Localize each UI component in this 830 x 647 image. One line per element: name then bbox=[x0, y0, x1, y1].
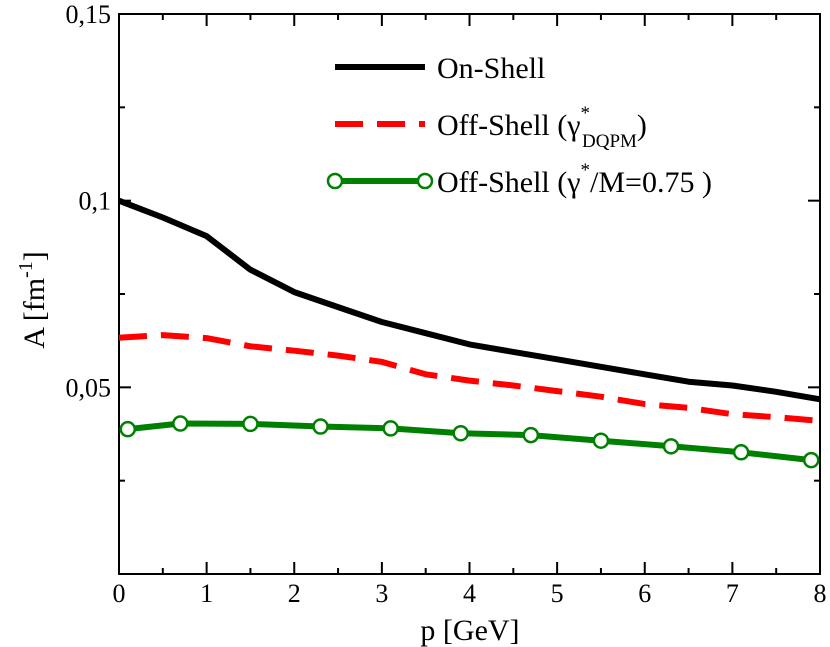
legend-marker-fixed-right bbox=[416, 172, 434, 190]
y-axis-title-main: A [fm bbox=[18, 278, 51, 349]
legend-dqpm-prefix: Off-Shell (γ bbox=[437, 109, 581, 142]
y-tick-label: 0,15 bbox=[66, 0, 112, 29]
legend-marker-fixed-left bbox=[326, 172, 344, 190]
series-off-shell-dqpm-line bbox=[118, 332, 821, 424]
x-tick-label: 2 bbox=[288, 579, 301, 608]
series-off-shell-fixed-point bbox=[119, 420, 137, 438]
x-tick-label: 1 bbox=[200, 579, 213, 608]
legend-dqpm-suffix: ) bbox=[637, 109, 647, 142]
x-tick-label: 3 bbox=[375, 579, 388, 608]
x-tick-label: 7 bbox=[726, 579, 739, 608]
x-axis-title: p [GeV] bbox=[420, 614, 519, 647]
legend-fixed-prefix: Off-Shell (γ bbox=[437, 166, 581, 199]
series-off-shell-fixed-point bbox=[172, 415, 189, 432]
legend-label-fixed: Off-Shell (γ*/M=0.75 ) bbox=[437, 160, 712, 199]
legend-fixed-sup: * bbox=[581, 160, 591, 181]
axis-tick-labels: 0 1 2 3 4 5 6 7 8 0,05 0,1 0,15 bbox=[66, 0, 827, 608]
series-off-shell-fixed-line bbox=[127, 420, 812, 464]
x-tick-label: 5 bbox=[551, 579, 564, 608]
series-off-shell-fixed-point bbox=[522, 426, 540, 444]
legend-label-dqpm: Off-Shell (γ* DQPM) bbox=[437, 103, 647, 152]
y-axis-title-close: ] bbox=[18, 251, 51, 261]
x-tick-label: 0 bbox=[113, 579, 126, 608]
series-off-shell-fixed-point bbox=[382, 420, 399, 437]
legend: On-Shell Off-Shell (γ* DQPM) Off-Shell (γ… bbox=[326, 52, 712, 199]
series-off-shell-fixed-point bbox=[592, 432, 610, 449]
axis-ticks bbox=[118, 13, 821, 574]
y-axis-title-sup: -1 bbox=[15, 261, 37, 278]
x-tick-label: 6 bbox=[638, 579, 651, 608]
y-tick-label: 0,1 bbox=[79, 187, 112, 216]
series-off-shell-fixed-point bbox=[802, 451, 820, 469]
series-off-shell-fixed-point bbox=[312, 418, 329, 435]
legend-dqpm-sup: * bbox=[581, 103, 591, 124]
plot-frame bbox=[118, 13, 821, 575]
series-off-shell-fixed-point bbox=[242, 415, 259, 433]
y-axis-title: A [fm-1] bbox=[15, 251, 51, 349]
y-tick-label: 0,05 bbox=[66, 373, 112, 402]
series-on-shell-line bbox=[117, 197, 821, 403]
legend-fixed-suffix: /M=0.75 ) bbox=[590, 166, 712, 199]
series-off-shell-fixed-point bbox=[662, 438, 680, 455]
legend-dqpm-sub: DQPM bbox=[582, 131, 637, 152]
svg-text:A [fm-1]: A [fm-1] bbox=[15, 251, 51, 349]
legend-label-on-shell: On-Shell bbox=[437, 52, 545, 85]
series-layer bbox=[117, 197, 821, 469]
x-tick-label: 8 bbox=[814, 579, 827, 608]
series-off-shell-fixed-point bbox=[452, 425, 469, 442]
series-off-shell-fixed-point bbox=[732, 444, 750, 461]
x-tick-label: 4 bbox=[463, 579, 476, 608]
